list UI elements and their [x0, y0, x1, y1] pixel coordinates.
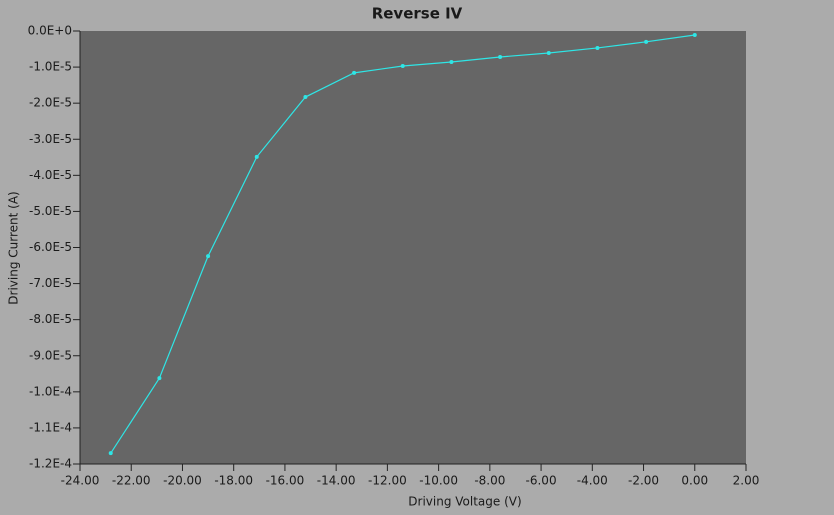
y-tick-label: -9.0E-5: [29, 348, 72, 362]
data-point: [303, 95, 308, 100]
data-point: [400, 64, 405, 69]
y-tick-label: -3.0E-5: [29, 132, 72, 146]
x-tick-label: -16.00: [266, 474, 305, 488]
data-point: [206, 254, 211, 259]
y-tick-label: -7.0E-5: [29, 276, 72, 290]
x-axis-label: Driving Voltage (V): [408, 495, 521, 509]
x-tick-label: -14.00: [317, 474, 356, 488]
x-tick-label: -6.00: [526, 474, 557, 488]
x-tick-label: -24.00: [61, 474, 100, 488]
x-tick-label: -22.00: [112, 474, 151, 488]
y-tick-label: -1.0E-5: [29, 60, 72, 74]
data-point: [352, 70, 357, 75]
x-tick-label: -12.00: [368, 474, 407, 488]
chart-title: Reverse IV: [372, 5, 463, 23]
x-tick-label: -18.00: [214, 474, 253, 488]
data-point: [254, 154, 259, 159]
y-tick-label: -4.0E-5: [29, 168, 72, 182]
x-tick-label: 0.00: [681, 474, 708, 488]
x-tick-label: 2.00: [733, 474, 760, 488]
y-tick-label: -8.0E-5: [29, 312, 72, 326]
x-tick-label: -2.00: [628, 474, 659, 488]
data-point: [644, 39, 649, 44]
y-tick-label: -6.0E-5: [29, 240, 72, 254]
plot-area: [80, 31, 746, 464]
data-point: [498, 54, 503, 59]
x-tick-label: -4.00: [577, 474, 608, 488]
y-tick-label: -2.0E-5: [29, 96, 72, 110]
x-tick-label: -8.00: [474, 474, 505, 488]
y-axis-label: Driving Current (A): [7, 191, 21, 304]
y-tick-label: -1.0E-4: [29, 384, 72, 398]
data-point: [546, 51, 551, 56]
y-tick-label: -1.2E-4: [29, 457, 72, 471]
y-tick-label: -5.0E-5: [29, 204, 72, 218]
data-point: [692, 32, 697, 37]
data-point: [108, 451, 113, 456]
data-point: [449, 60, 454, 65]
y-tick-label: -1.1E-4: [29, 420, 72, 434]
y-tick-label: 0.0E+0: [28, 24, 72, 38]
x-tick-label: -20.00: [163, 474, 202, 488]
data-point: [595, 45, 600, 50]
x-tick-label: -10.00: [419, 474, 458, 488]
data-point: [157, 376, 162, 381]
